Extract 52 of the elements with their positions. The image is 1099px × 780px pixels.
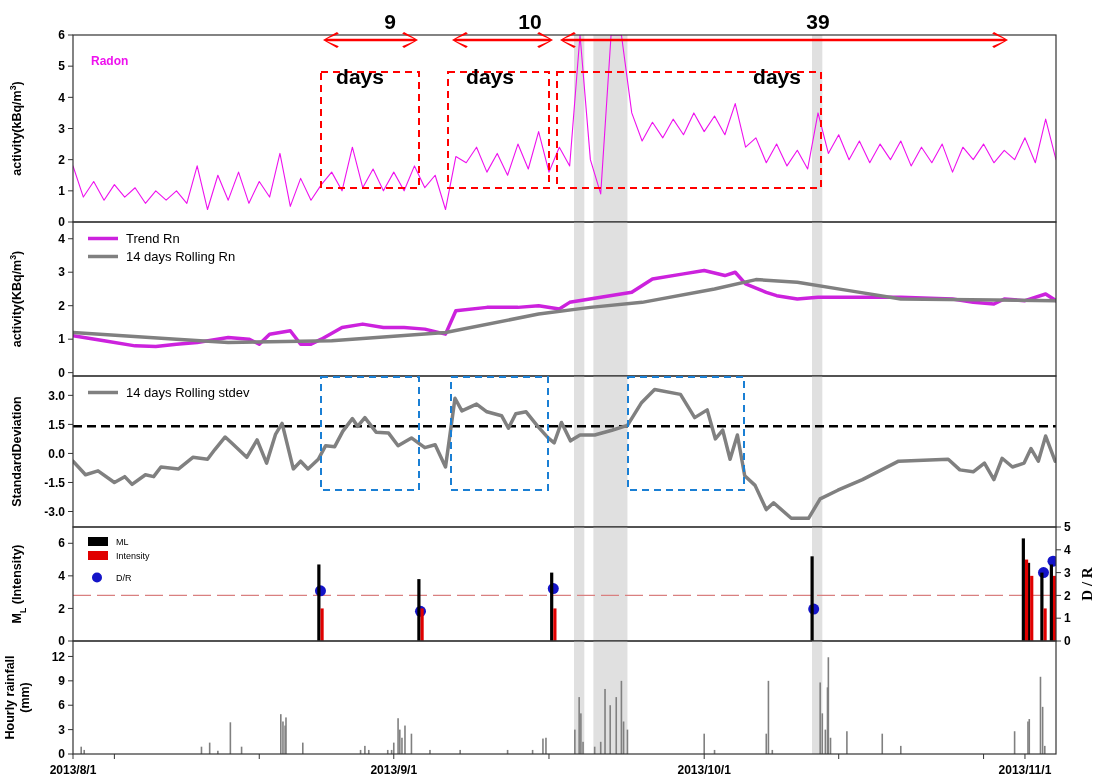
y-tick-label: -3.0 xyxy=(44,504,66,519)
y-tick-label: 5 xyxy=(58,59,66,74)
text: 9 xyxy=(384,10,396,33)
y-tick-label: 0.0 xyxy=(48,446,66,461)
legend-label: 14 days Rolling stdev xyxy=(126,385,251,401)
y-tick-label: 12 xyxy=(51,649,66,664)
text: 10 xyxy=(518,10,542,33)
y2-axis-title: D / R xyxy=(1079,567,1095,601)
x-tick-label: 2013/9/1 xyxy=(370,763,418,777)
y-tick-label: 1 xyxy=(58,332,66,347)
y-tick-label: 6 xyxy=(58,28,66,43)
y-tick-label: 0 xyxy=(58,634,66,649)
x-tick-label: 2013/8/1 xyxy=(49,763,97,777)
y-tick-label: 0 xyxy=(58,747,66,762)
y2-tick-label: 4 xyxy=(1064,543,1071,557)
y-tick-label: 3 xyxy=(58,722,66,737)
legend-label: ML xyxy=(116,536,129,547)
y-tick-label: 4 xyxy=(58,90,66,105)
y-tick-label: 2 xyxy=(58,298,66,313)
y-tick-label: 2 xyxy=(58,152,66,167)
y-axis-title: Hourly rainfall (mm) xyxy=(3,655,32,740)
y-tick-label: 6 xyxy=(58,536,66,551)
y-tick-label: 6 xyxy=(58,698,66,713)
y-tick-label: 3 xyxy=(58,265,66,280)
y-tick-label: 4 xyxy=(58,231,66,246)
y2-tick-label: 0 xyxy=(1064,634,1071,649)
text: Radon xyxy=(91,54,129,68)
y-tick-label: 0 xyxy=(58,365,66,380)
y-tick-label: 4 xyxy=(58,569,66,584)
y-tick-label: -1.5 xyxy=(44,475,66,490)
annotation: days xyxy=(753,65,801,88)
annotation: days xyxy=(466,65,514,88)
y2-tick-label: 1 xyxy=(1064,611,1071,626)
legend-label: Trend Rn xyxy=(126,231,180,247)
y2-tick-label: 5 xyxy=(1064,520,1071,535)
y2-tick-label: 3 xyxy=(1064,565,1071,580)
y-tick-label: 0 xyxy=(58,215,66,230)
y-tick-label: 3.0 xyxy=(48,388,66,403)
y-axis-title: StandardDeviation xyxy=(10,396,24,507)
x-tick-label: 2013/11/1 xyxy=(998,763,1052,777)
legend-label: D/R xyxy=(116,572,132,583)
annotation: days xyxy=(336,65,384,88)
y-tick-label: 3 xyxy=(58,121,66,136)
legend-label: Intensity xyxy=(116,550,151,561)
y-tick-label: 9 xyxy=(58,674,66,689)
y2-tick-label: 2 xyxy=(1064,588,1071,603)
x-tick-label: 2013/10/1 xyxy=(677,763,732,777)
text: 39 xyxy=(806,10,830,33)
y-tick-label: 1.5 xyxy=(48,417,66,432)
y-tick-label: 2 xyxy=(58,601,66,616)
y-tick-label: 1 xyxy=(58,184,66,199)
legend-label: 14 days Rolling Rn xyxy=(126,249,236,265)
